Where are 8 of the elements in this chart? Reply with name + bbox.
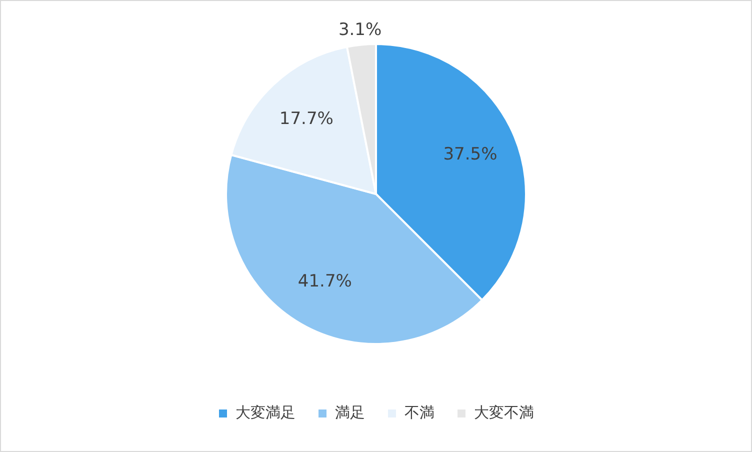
data-label: 41.7%: [298, 272, 352, 292]
data-label: 17.7%: [279, 108, 334, 129]
legend-label: 不満: [404, 403, 434, 422]
data-label: 3.1%: [338, 20, 382, 40]
data-label: 37.5%: [443, 144, 498, 164]
legend-label: 大変不満: [474, 403, 534, 422]
legend-label: 大変満足: [236, 403, 296, 422]
legend-label: 満足: [335, 403, 365, 422]
